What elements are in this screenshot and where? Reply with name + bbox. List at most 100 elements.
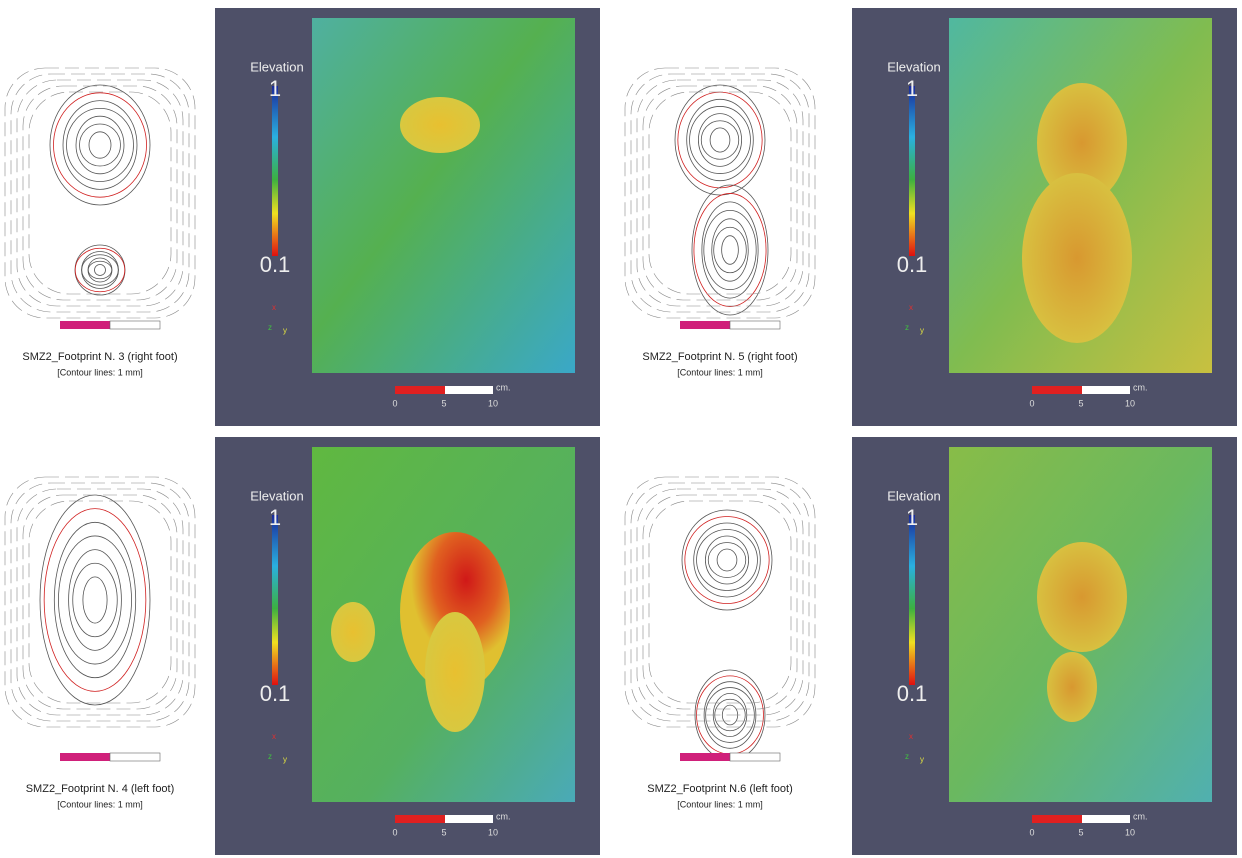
colorbar-min: 0.1 <box>897 252 928 277</box>
contour-outer <box>4 67 196 319</box>
contour-outer <box>16 488 184 716</box>
colorbar-max: 1 <box>269 76 281 101</box>
scale-tick: 5 <box>441 398 446 408</box>
panel: SMZ2_Footprint N.6 (left foot) [Contour l… <box>624 437 1237 855</box>
scale-bar <box>395 815 445 823</box>
scale-bar <box>1082 815 1130 823</box>
panel: SMZ2_Footprint N. 4 (left foot) [Contour … <box>4 437 600 855</box>
contour-line <box>81 251 119 289</box>
contour-scale-bar <box>109 752 161 762</box>
footprint <box>1037 83 1127 203</box>
scale-bar <box>395 386 445 394</box>
contour-outer <box>630 73 810 313</box>
contour-line <box>74 244 126 296</box>
footprint <box>400 97 480 153</box>
contour-outer <box>22 494 178 710</box>
axis-glyph: y <box>283 755 287 764</box>
contour-line <box>716 548 738 572</box>
scale-tick: 10 <box>488 827 498 837</box>
scale-tick: 5 <box>441 827 446 837</box>
colorbar <box>909 86 915 256</box>
contour-line <box>698 113 743 167</box>
contour-line <box>700 120 740 160</box>
contour-scale-bar <box>729 752 781 762</box>
contour-line <box>62 100 138 190</box>
colorbar <box>272 86 278 256</box>
contour-outer <box>648 500 792 704</box>
colorbar-max: 1 <box>906 76 918 101</box>
contour-outer <box>642 85 798 301</box>
contour-line <box>68 549 122 651</box>
contour-line <box>88 131 112 159</box>
scale-unit: cm. <box>496 811 511 821</box>
scale-bar <box>1082 386 1130 394</box>
contour-outer <box>16 79 184 307</box>
footprint <box>1037 542 1127 652</box>
scale-bar <box>445 386 493 394</box>
contour-line <box>75 115 125 175</box>
contour-line <box>674 84 766 196</box>
scale-unit: cm. <box>1133 382 1148 392</box>
contour-line <box>681 509 773 611</box>
axis-glyph: x <box>909 303 913 312</box>
footprint <box>1047 652 1097 722</box>
scale-bar <box>445 815 493 823</box>
contour-line <box>94 264 106 276</box>
axis-glyph: z <box>905 323 909 332</box>
caption: SMZ2_Footprint N.6 (left foot) <box>647 783 793 795</box>
colorbar-max: 1 <box>906 505 918 530</box>
scale-tick: 5 <box>1078 827 1083 837</box>
scale-bar <box>1032 386 1082 394</box>
contour-outer <box>624 67 816 319</box>
scale-unit: cm. <box>496 382 511 392</box>
axis-glyph: y <box>283 326 287 335</box>
scale-bar <box>1032 815 1082 823</box>
contour-line <box>721 235 739 265</box>
caption-note: [Contour lines: 1 mm] <box>677 799 763 809</box>
scale-tick: 0 <box>392 398 397 408</box>
caption: SMZ2_Footprint N. 3 (right foot) <box>22 351 177 363</box>
contour-line <box>39 494 151 706</box>
caption-note: [Contour lines: 1 mm] <box>57 799 143 809</box>
scale-unit: cm. <box>1133 811 1148 821</box>
axis-glyph: y <box>920 755 924 764</box>
scale-tick: 5 <box>1078 398 1083 408</box>
scale-tick: 0 <box>392 827 397 837</box>
contour-line <box>691 184 769 316</box>
contour-line <box>689 106 751 174</box>
contour-line <box>49 84 151 206</box>
contour-outer <box>630 482 810 722</box>
contour-line <box>713 226 747 274</box>
axis-glyph: z <box>268 752 272 761</box>
contour-line <box>693 522 761 598</box>
axis-glyph: x <box>909 732 913 741</box>
contour-line <box>709 127 731 153</box>
contour-line <box>703 209 757 291</box>
scale-tick: 10 <box>1125 827 1135 837</box>
footprint <box>1022 173 1132 343</box>
caption-note: [Contour lines: 1 mm] <box>677 367 763 377</box>
contour-line <box>43 508 147 692</box>
contour-outer <box>10 482 190 722</box>
contour-line <box>66 108 134 182</box>
contour-outer <box>642 494 798 710</box>
colorbar-min: 0.1 <box>260 681 291 706</box>
contour-outer <box>648 91 792 295</box>
contour-line <box>705 535 750 585</box>
contour-line <box>53 521 137 679</box>
panel: SMZ2_Footprint N. 3 (right foot) [Contour… <box>4 8 600 426</box>
scale-tick: 10 <box>488 398 498 408</box>
contour-outer <box>636 488 804 716</box>
contour-outer <box>4 476 196 728</box>
scale-tick: 0 <box>1029 398 1034 408</box>
footprint <box>331 602 375 662</box>
contour-line <box>711 218 749 282</box>
colorbar <box>909 515 915 685</box>
contour-line <box>58 535 132 665</box>
contour-line <box>81 254 119 286</box>
contour-outer <box>624 476 816 728</box>
contour-line <box>74 247 126 293</box>
colorbar-title: Elevation <box>250 59 303 74</box>
caption: SMZ2_Footprint N. 5 (right foot) <box>642 351 797 363</box>
colorbar-title: Elevation <box>887 59 940 74</box>
